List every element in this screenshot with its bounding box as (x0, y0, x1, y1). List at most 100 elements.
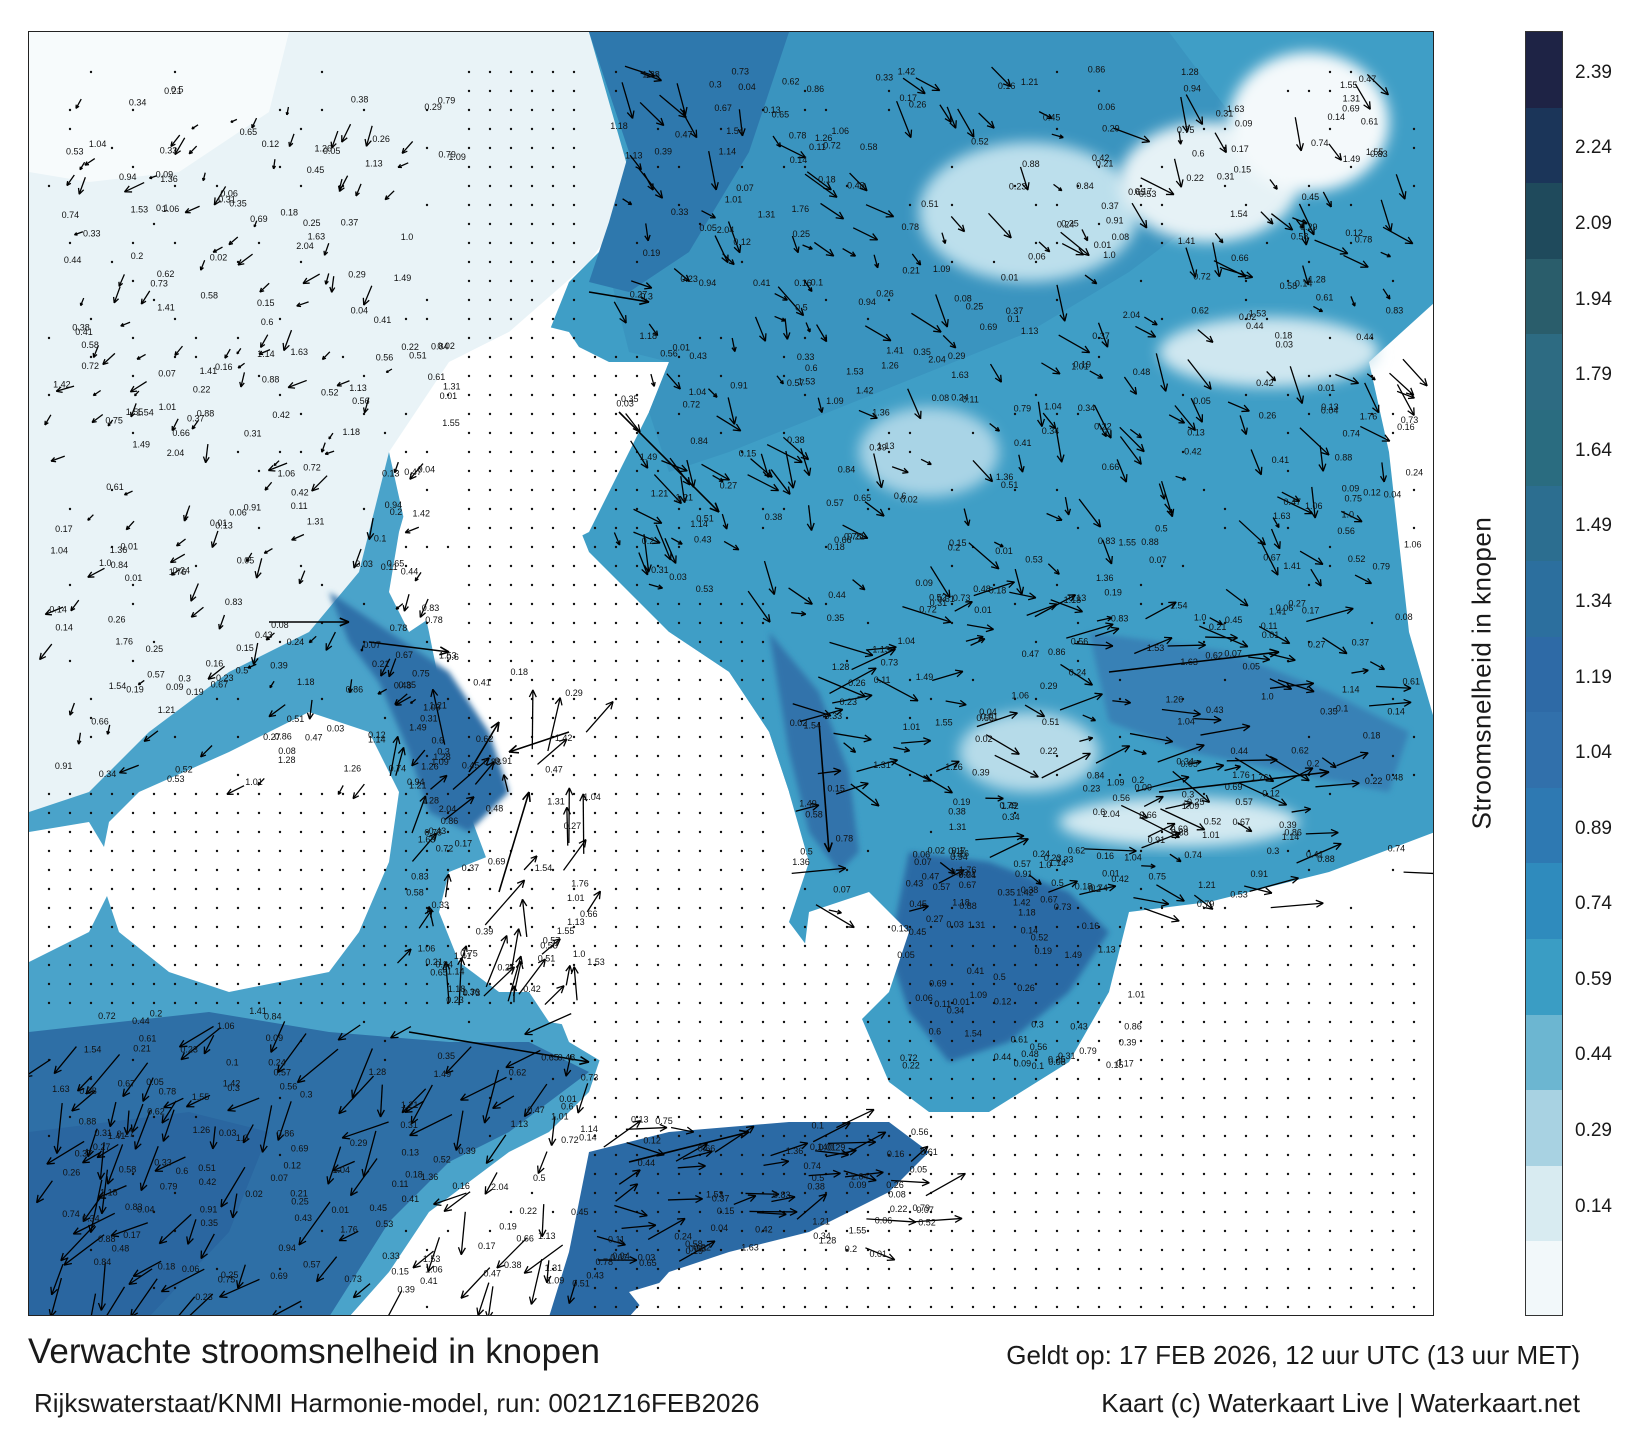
calm-point-icon (1076, 1153, 1080, 1157)
calm-point-icon (782, 1172, 786, 1176)
speed-value-label: 1.01 (1071, 362, 1089, 372)
calm-point-icon (740, 925, 744, 929)
calm-point-icon (1265, 1134, 1269, 1138)
current-arrow-icon (1084, 846, 1137, 855)
calm-point-icon (866, 1001, 870, 1005)
current-arrow-icon (395, 696, 412, 706)
calm-point-icon (1181, 1210, 1185, 1214)
current-arrow-icon (976, 711, 1018, 728)
calm-point-icon (215, 184, 219, 188)
calm-point-icon (1307, 1305, 1311, 1309)
calm-point-icon (467, 260, 471, 264)
calm-point-icon (1370, 1191, 1374, 1195)
calm-point-icon (299, 260, 303, 264)
calm-point-icon (761, 868, 765, 872)
current-arrow-icon (130, 1103, 144, 1133)
current-arrow-icon (1079, 883, 1117, 896)
calm-point-icon (1202, 1267, 1206, 1271)
current-arrow-icon (701, 210, 716, 219)
current-arrow-icon (212, 246, 223, 253)
speed-value-label: 0.21 (959, 869, 977, 879)
calm-point-icon (467, 298, 471, 302)
calm-point-icon (530, 906, 534, 910)
speed-value-label: 1.42 (1001, 801, 1019, 811)
calm-point-icon (425, 754, 429, 758)
speed-value-label: 0.88 (483, 757, 501, 767)
calm-point-icon (89, 317, 93, 321)
calm-point-icon (404, 906, 408, 910)
calm-point-icon (1055, 1134, 1059, 1138)
calm-point-icon (278, 963, 282, 967)
calm-point-icon (656, 1001, 660, 1005)
speed-value-label: 0.66 (1139, 810, 1157, 820)
calm-point-icon (572, 545, 576, 549)
calm-point-icon (488, 830, 492, 834)
calm-point-icon (614, 925, 618, 929)
calm-point-icon (887, 1134, 891, 1138)
calm-point-icon (488, 374, 492, 378)
calm-point-icon (1244, 1191, 1248, 1195)
current-arrow-icon (644, 223, 651, 242)
calm-point-icon (614, 792, 618, 796)
speed-value-label: 1.42 (53, 380, 71, 390)
calm-point-icon (677, 1267, 681, 1271)
calm-point-icon (278, 317, 282, 321)
speed-value-label: 1.01 (1202, 830, 1220, 840)
calm-point-icon (1055, 982, 1059, 986)
calm-point-icon (467, 564, 471, 568)
calm-point-icon (887, 1115, 891, 1119)
calm-point-icon (530, 431, 534, 435)
calm-point-icon (1349, 1248, 1353, 1252)
current-arrow-icon (727, 221, 742, 254)
calm-point-icon (530, 241, 534, 245)
current-arrow-icon (174, 137, 186, 156)
calm-point-icon (950, 621, 954, 625)
calm-point-icon (1055, 1020, 1059, 1024)
speed-value-label: 1.76 (1251, 772, 1269, 782)
speed-value-label: 1.54 (84, 1045, 102, 1055)
calm-point-icon (971, 1134, 975, 1138)
current-arrow-icon (1172, 770, 1211, 803)
calm-point-icon (1202, 640, 1206, 644)
calm-point-icon (782, 906, 786, 910)
current-arrow-icon (330, 130, 339, 149)
calm-point-icon (908, 963, 912, 967)
speed-value-label: 1.18 (640, 331, 658, 341)
current-arrow-icon (678, 1240, 716, 1262)
calm-point-icon (866, 1191, 870, 1195)
speed-value-label: 0.86 (1124, 1022, 1142, 1032)
calm-point-icon (845, 1001, 849, 1005)
calm-point-icon (1097, 355, 1101, 359)
current-arrow-icon (1014, 568, 1025, 595)
calm-point-icon (1139, 1134, 1143, 1138)
calm-point-icon (1055, 1039, 1059, 1043)
calm-point-icon (467, 963, 471, 967)
calm-point-icon (341, 982, 345, 986)
colorbar-band (1526, 1165, 1562, 1243)
calm-point-icon (488, 507, 492, 511)
calm-point-icon (194, 906, 198, 910)
calm-point-icon (425, 488, 429, 492)
calm-point-icon (1391, 431, 1395, 435)
calm-point-icon (131, 792, 135, 796)
calm-point-icon (593, 1115, 597, 1119)
calm-point-icon (131, 1172, 135, 1176)
calm-point-icon (845, 184, 849, 188)
calm-point-icon (509, 640, 513, 644)
speed-value-label: 0.25 (303, 218, 321, 228)
speed-value-label: 0.2 (948, 543, 961, 553)
calm-point-icon (1307, 1039, 1311, 1043)
calm-point-icon (1412, 1248, 1416, 1252)
current-arrow-icon (96, 1143, 119, 1159)
speed-value-label: 0.57 (1014, 859, 1032, 869)
current-arrow-icon (411, 749, 426, 767)
current-arrow-icon (337, 1024, 361, 1041)
calm-point-icon (677, 374, 681, 378)
speed-value-label: 1.18 (297, 677, 315, 687)
calm-point-icon (551, 925, 555, 929)
calm-point-icon (740, 697, 744, 701)
calm-point-icon (950, 1172, 954, 1176)
calm-point-icon (362, 906, 366, 910)
speed-value-label: 0.75 (1177, 125, 1195, 135)
speed-value-label: 0.57 (147, 670, 165, 680)
